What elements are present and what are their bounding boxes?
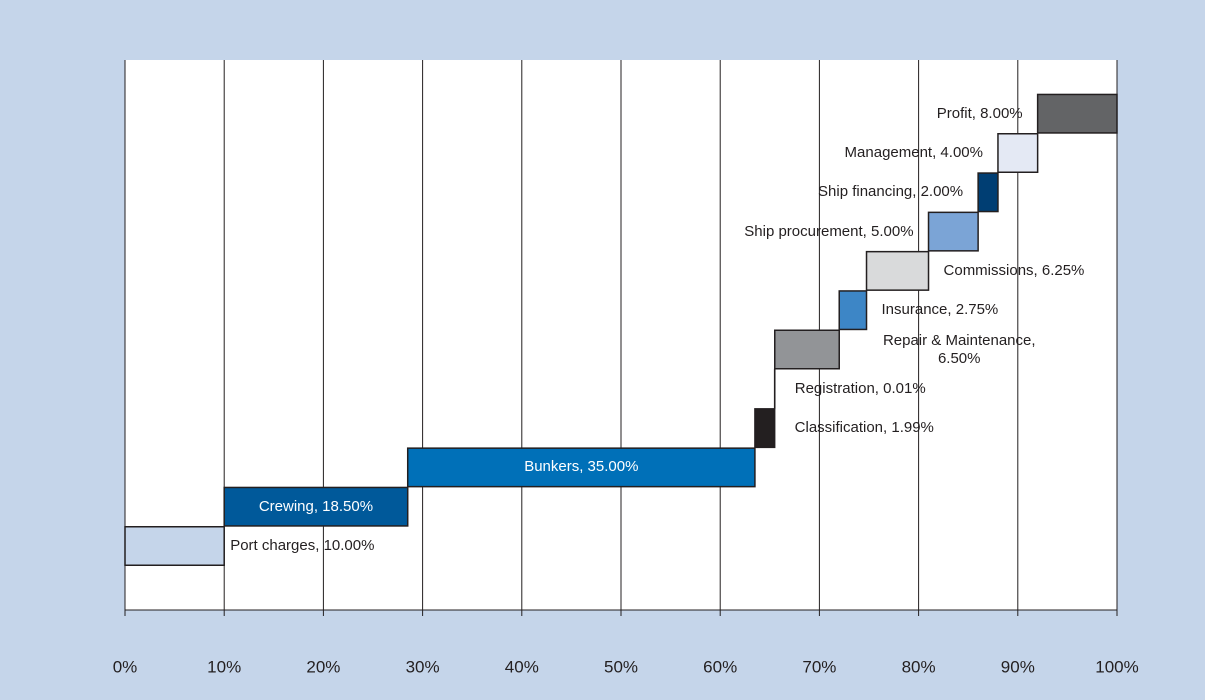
bar (977, 172, 999, 213)
bar (997, 133, 1039, 173)
data-label: Profit, 8.00% (936, 104, 1023, 122)
bar (865, 250, 930, 291)
data-label: Ship financing, 2.00% (818, 183, 964, 201)
x-tick-label: 0% (113, 657, 138, 676)
x-tick-label: 70% (802, 657, 836, 676)
data-label: Registration, 0.01% (794, 379, 926, 397)
x-tick-label: 100% (1095, 657, 1138, 676)
bar (124, 526, 225, 566)
data-label: Management, 4.00% (844, 144, 983, 161)
data-label: Classification, 1.99% (794, 419, 934, 437)
bar (406, 447, 756, 488)
x-tick-label: 50% (604, 657, 638, 676)
bar (1036, 93, 1118, 134)
data-label: Bunkers, 35.00% (524, 458, 639, 476)
data-label: Crewing, 18.50% (258, 497, 374, 515)
bar (223, 486, 409, 527)
data-label: Insurance, 2.75% (881, 301, 999, 319)
x-tick-label: 20% (306, 657, 340, 676)
data-label: Repair & Maintenance, 6.50% (882, 331, 1036, 367)
bar (927, 211, 979, 252)
bar (838, 290, 868, 331)
bar (774, 329, 840, 370)
x-tick-label: 90% (1001, 657, 1035, 676)
x-tick-label: 60% (703, 657, 737, 676)
x-tick-label: 10% (207, 657, 241, 676)
x-tick-label: 80% (902, 657, 936, 676)
x-tick-label: 40% (505, 657, 539, 676)
data-label: Port charges, 10.00% (230, 537, 375, 554)
data-label: Ship procurement, 5.00% (744, 222, 914, 240)
bar (754, 408, 776, 449)
x-tick-label: 30% (406, 657, 440, 676)
data-label: Commissions, 6.25% (943, 261, 1085, 279)
